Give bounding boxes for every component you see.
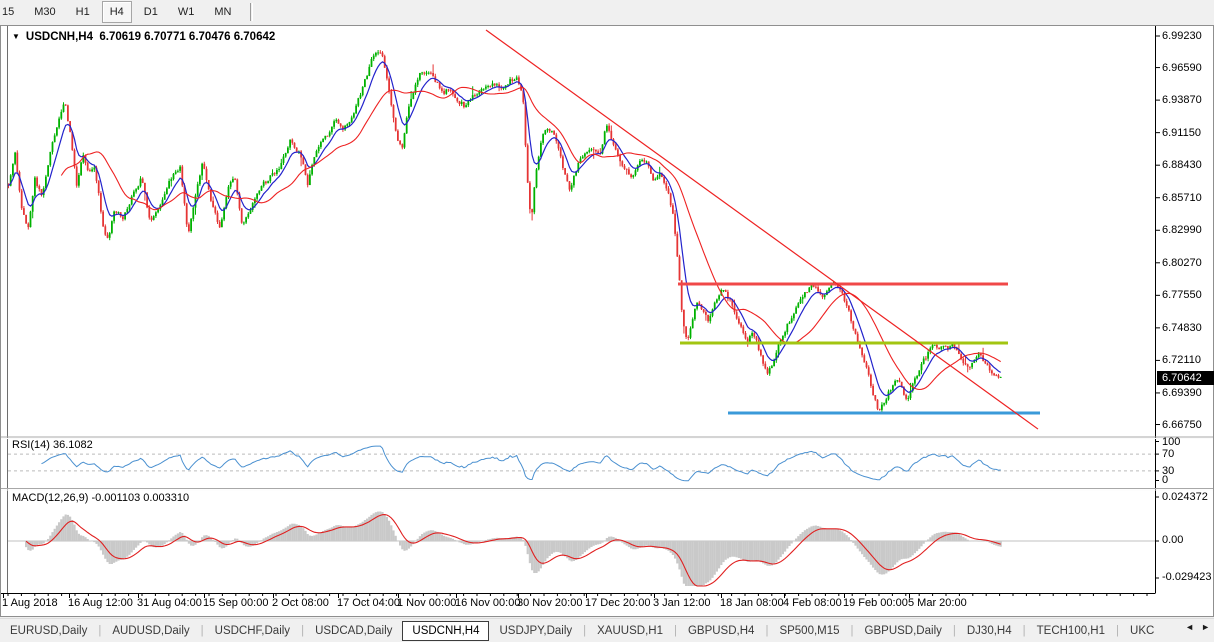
tab-separator: | (200, 625, 204, 637)
time-tick-label: 16 Aug 12:00 (68, 597, 133, 609)
chart-title: ▼ USDCNH,H4 6.70619 6.70771 6.70476 6.706… (12, 31, 275, 43)
time-tick-label: 15 Sep 00:00 (203, 597, 269, 609)
chart-tab-bar: EURUSD,Daily | AUDUSD,Daily | USDCHF,Daily | U… (0, 618, 1214, 642)
time-tick-label: 3 Jan 12:00 (653, 597, 711, 609)
timeframe-button-d1[interactable]: D1 (143, 6, 158, 18)
tab-xauusd[interactable]: XAUUSD,H1 (597, 625, 663, 637)
price-tick-label: 6.74830 (1162, 321, 1202, 334)
price-tick-label: 6.82990 (1162, 224, 1202, 237)
price-tick-label: 6.66750 (1162, 418, 1202, 431)
price-tick-label: 6.91150 (1162, 126, 1201, 139)
tab-gbpusd[interactable]: GBPUSD,Daily (864, 625, 942, 637)
timeframe-toolbar: 15 M30 H1 H4 D1 W1 MN (0, 0, 1214, 24)
tab-audusd[interactable]: AUDUSD,Daily (112, 625, 190, 637)
tab-dj30[interactable]: DJ30,H4 (966, 625, 1012, 637)
timeframe-button-m30[interactable]: M30 (34, 6, 56, 18)
tab-separator: | (301, 625, 305, 637)
tab-gbpusd[interactable]: GBPUSD,H4 (687, 625, 755, 637)
time-tick-label: 17 Dec 20:00 (585, 597, 651, 609)
time-tick-label: 30 Nov 20:00 (517, 597, 583, 609)
tab-separator: | (952, 625, 956, 637)
symbol-dropdown-arrow-icon[interactable]: ▼ (12, 32, 20, 41)
tab-separator: | (673, 625, 677, 637)
tab-usdcad[interactable]: USDCAD,Daily (315, 625, 393, 637)
timeframe-button-mn[interactable]: MN (214, 6, 232, 18)
macd-tick-label: 0.00 (1162, 534, 1184, 546)
tab-tech100[interactable]: TECH100,H1 (1036, 625, 1106, 637)
tab-usdcnh[interactable]: USDCNH,H4 (402, 621, 490, 641)
rsi-tick-label: 0 (1162, 474, 1169, 486)
tab-separator: | (850, 625, 854, 637)
timeframe-button-15[interactable]: 15 (2, 6, 15, 18)
price-tick-label: 6.96590 (1162, 61, 1202, 74)
time-tick-label: 16 Nov 00:00 (455, 597, 521, 609)
timeframe-button-h4[interactable]: H4 (101, 1, 132, 23)
tab-scroll-arrows: ◄ ► (1172, 622, 1210, 632)
tab-usdchf[interactable]: USDCHF,Daily (214, 625, 291, 637)
time-tick-label: 1 Nov 00:00 (397, 597, 457, 609)
timeframe-button-w1[interactable]: W1 (177, 6, 195, 18)
time-tick-label: 4 Feb 08:00 (783, 597, 842, 609)
time-tick-label: 1 Aug 2018 (2, 597, 58, 609)
ohlc-values: 6.70619 6.70771 6.70476 6.70642 (99, 31, 276, 43)
timeframe-button-h1[interactable]: H1 (75, 6, 90, 18)
tab-scroll-left-icon[interactable]: ◄ (1185, 622, 1195, 632)
toolbar-separator (250, 3, 254, 21)
tab-usdjpy[interactable]: USDJPY,Daily (499, 625, 573, 637)
price-tick-label: 6.85710 (1162, 191, 1202, 204)
price-tick-label: 6.69390 (1162, 386, 1202, 399)
tab-sp500[interactable]: SP500,M15 (779, 625, 840, 637)
rsi-tick-label: 30 (1162, 465, 1175, 477)
time-tick-label: 18 Jan 08:00 (720, 597, 784, 609)
time-tick-label: 19 Feb 00:00 (843, 597, 908, 609)
tab-ukc[interactable]: UKC (1130, 625, 1155, 637)
price-tick-label: 6.99230 (1162, 30, 1202, 42)
symbol-name: USDCNH,H4 (25, 31, 94, 43)
tab-separator: | (1116, 625, 1120, 637)
price-tick-label: 6.72110 (1162, 354, 1201, 367)
price-tick-label: 6.88430 (1162, 159, 1202, 172)
price-tick-label: 6.80270 (1162, 256, 1202, 269)
time-tick-label: 31 Aug 04:00 (137, 597, 202, 609)
current-price-badge: 6.70642 (1157, 371, 1214, 385)
rsi-tick-label: 70 (1162, 448, 1175, 460)
tab-separator: | (583, 625, 587, 637)
time-tick-label: 5 Mar 20:00 (908, 597, 967, 609)
macd-indicator-label: MACD(12,26,9) -0.001103 0.003310 (12, 492, 190, 504)
macd-tick-label: -0.029423 (1162, 571, 1212, 583)
price-tick-label: 6.93870 (1162, 94, 1202, 107)
tab-separator: | (1022, 625, 1026, 637)
price-tick-label: 6.77550 (1162, 289, 1202, 302)
tab-eurusd[interactable]: EURUSD,Daily (10, 625, 88, 637)
tab-scroll-right-icon[interactable]: ► (1201, 622, 1210, 632)
rsi-indicator-label: RSI(14) 36.1082 (12, 439, 93, 451)
tab-separator: | (98, 625, 102, 637)
time-tick-label: 2 Oct 08:00 (272, 597, 329, 609)
macd-tick-label: 0.024372 (1162, 491, 1208, 503)
rsi-tick-label: 100 (1162, 436, 1181, 448)
tab-separator: | (765, 625, 769, 637)
time-tick-label: 17 Oct 04:00 (337, 597, 400, 609)
